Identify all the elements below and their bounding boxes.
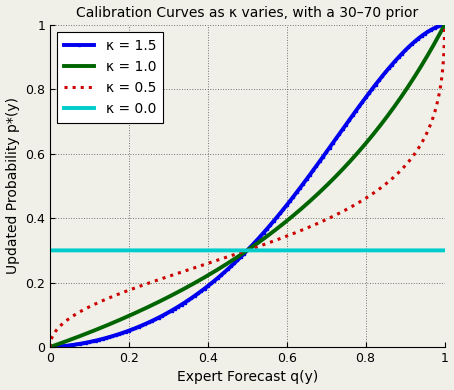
- κ = 1.0: [391, 105, 397, 109]
- κ = 0.5: [434, 103, 439, 107]
- κ = 1.5: [442, 23, 447, 27]
- κ = 1.0: [47, 345, 53, 349]
- κ = 0.5: [391, 174, 397, 179]
- Legend: κ = 1.5, κ = 1.0, κ = 0.5, κ = 0.0: κ = 1.5, κ = 1.0, κ = 0.5, κ = 0.0: [57, 32, 163, 122]
- κ = 1.5: [116, 332, 121, 337]
- κ = 1.5: [216, 275, 221, 280]
- κ = 1.5: [198, 289, 204, 293]
- κ = 0.5: [442, 23, 447, 27]
- κ = 0.0: [391, 248, 397, 253]
- κ = 1.5: [92, 339, 98, 343]
- κ = 0.5: [216, 258, 221, 262]
- κ = 1.0: [198, 277, 204, 282]
- κ = 1.5: [391, 60, 397, 64]
- Title: Calibration Curves as κ varies, with a 30–70 prior: Calibration Curves as κ varies, with a 3…: [76, 5, 419, 20]
- Line: κ = 1.0: κ = 1.0: [50, 25, 444, 347]
- κ = 0.0: [116, 248, 121, 253]
- κ = 1.0: [216, 267, 221, 271]
- κ = 1.5: [47, 345, 53, 349]
- κ = 0.5: [92, 302, 98, 307]
- Line: κ = 0.5: κ = 0.5: [50, 25, 444, 347]
- κ = 0.5: [116, 292, 121, 296]
- κ = 1.0: [116, 318, 121, 323]
- κ = 0.5: [47, 345, 53, 349]
- κ = 1.0: [434, 37, 439, 42]
- κ = 0.5: [198, 263, 204, 268]
- κ = 1.5: [434, 25, 439, 29]
- κ = 1.0: [92, 328, 98, 333]
- κ = 0.0: [47, 248, 53, 253]
- Line: κ = 1.5: κ = 1.5: [49, 24, 446, 348]
- κ = 0.0: [216, 248, 221, 253]
- κ = 0.0: [92, 248, 98, 253]
- κ = 1.0: [442, 23, 447, 27]
- κ = 0.0: [198, 248, 204, 253]
- X-axis label: Expert Forecast q(y): Expert Forecast q(y): [177, 370, 318, 385]
- κ = 0.0: [434, 248, 439, 253]
- Y-axis label: Updated Probability p*(y): Updated Probability p*(y): [5, 98, 20, 275]
- κ = 0.0: [442, 248, 447, 253]
